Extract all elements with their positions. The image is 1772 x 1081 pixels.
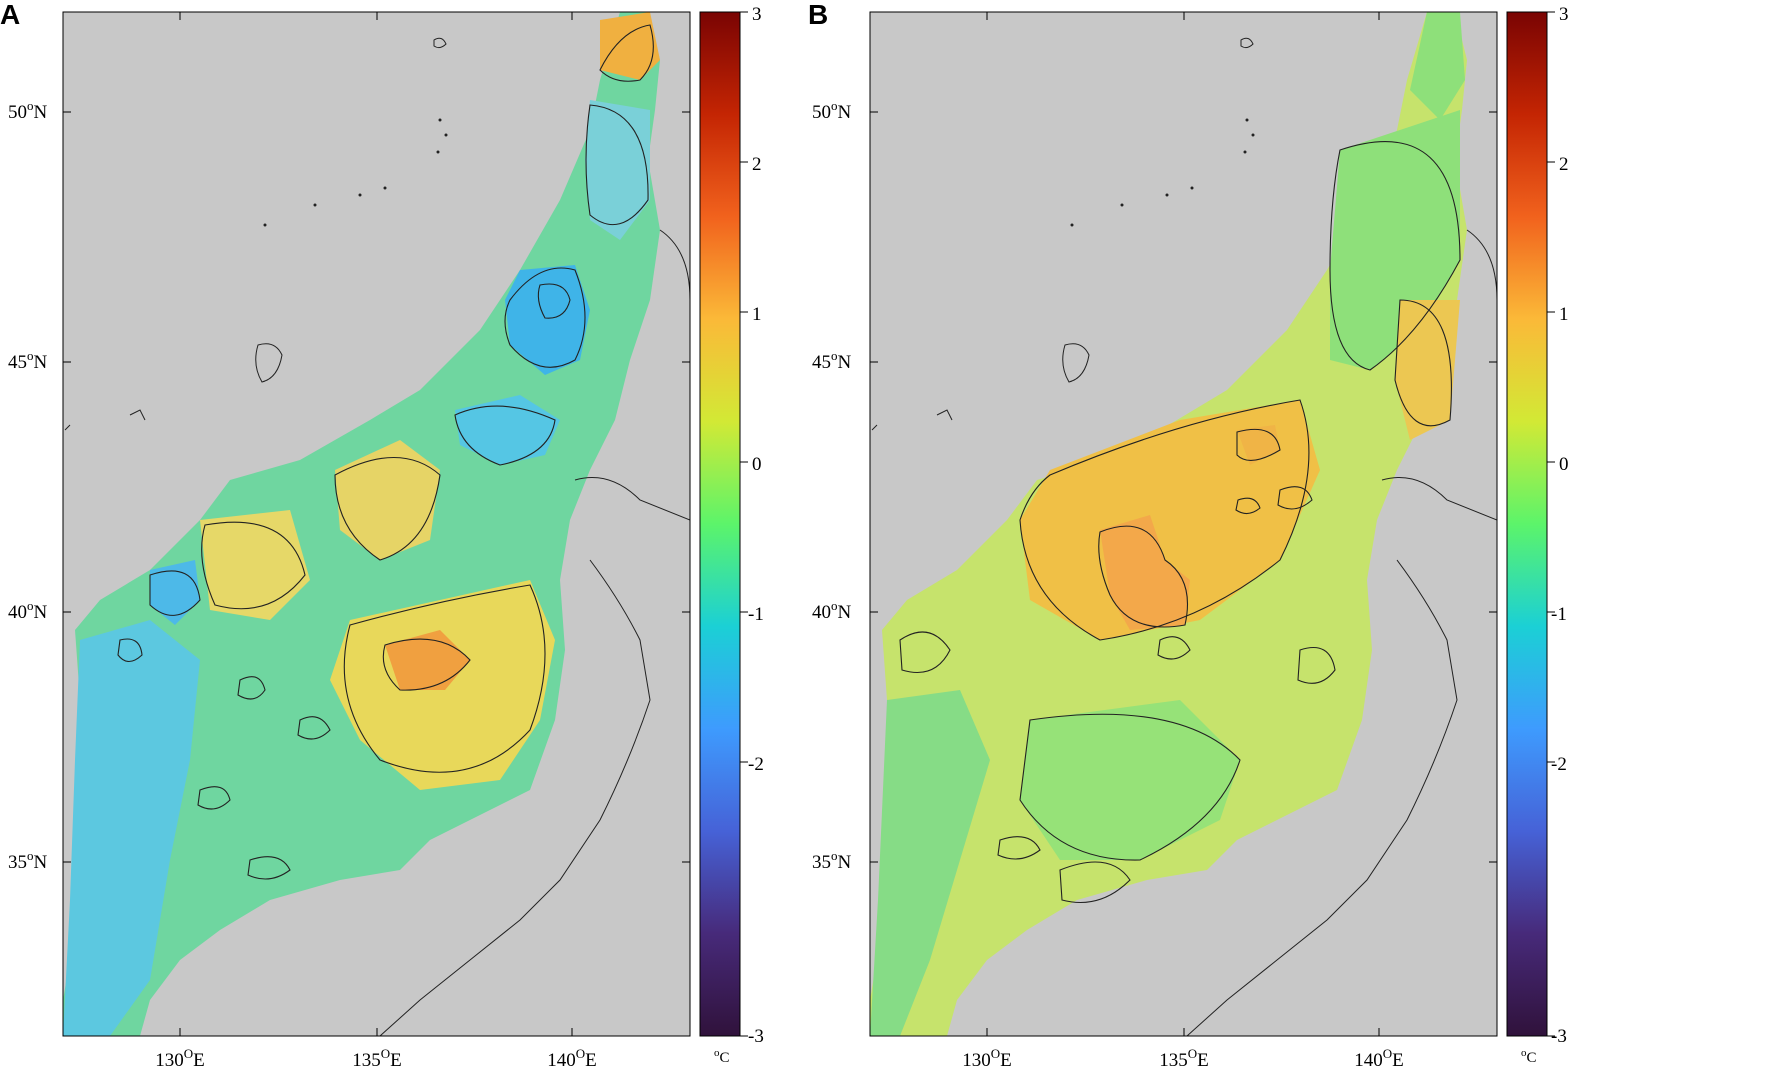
lon-label: 140OE <box>1354 1046 1404 1071</box>
lat-label: 50oN <box>812 98 852 123</box>
ticks-a <box>63 12 690 1036</box>
lat-label: 35oN <box>8 848 48 873</box>
islands-b <box>1070 118 1255 227</box>
colorbar-tick: -1 <box>1551 604 1567 625</box>
islands-a <box>263 118 448 227</box>
colorbar-b-gradient <box>1506 11 1548 1037</box>
ticks-b <box>870 12 1497 1036</box>
warm-patch-b4 <box>1395 300 1460 440</box>
colorbar-b: 3 2 1 0 -1 -2 -3 oC <box>1506 4 1569 1066</box>
green-patch-b2 <box>870 690 990 1036</box>
cold-patch-a5 <box>585 100 650 240</box>
colorbar-a-gradient <box>699 11 741 1037</box>
colorbar-a: 3 2 1 0 -1 -2 -3 oC <box>699 4 764 1066</box>
lat-labels-b: 50oN 45oN 40oN 35oN <box>812 98 852 873</box>
contours-b <box>899 141 1461 904</box>
colorbar-tick: 2 <box>1559 154 1569 175</box>
lon-label: 140OE <box>547 1046 597 1071</box>
contours-a <box>117 24 654 880</box>
map-a <box>63 12 690 1036</box>
colorbar-tick: 1 <box>1559 304 1569 325</box>
map-b <box>870 12 1497 1036</box>
colorbar-tick: 2 <box>752 154 762 175</box>
lon-labels-a: 130OE 135OE 140OE <box>155 1046 597 1071</box>
lon-labels-b: 130OE 135OE 140OE <box>962 1046 1404 1071</box>
colorbar-unit: oC <box>714 1047 730 1066</box>
colorbar-tick: 0 <box>1559 454 1569 475</box>
lat-label: 50oN <box>8 98 48 123</box>
green-patch-b4 <box>1410 12 1465 120</box>
colorbar-tick: 3 <box>1559 4 1569 25</box>
lat-label: 40oN <box>812 598 852 623</box>
warm-patch-a4 <box>600 12 660 80</box>
cold-patch-a2 <box>455 395 560 465</box>
panel-a-letter: A <box>0 0 20 30</box>
colorbar-unit: oC <box>1521 1047 1537 1066</box>
colorbar-tick: 1 <box>752 304 762 325</box>
lon-label: 135OE <box>1159 1046 1209 1071</box>
lon-label: 130OE <box>962 1046 1012 1071</box>
lon-label: 135OE <box>352 1046 402 1071</box>
coastline-a <box>64 37 690 1036</box>
cold-patch-a4 <box>150 560 200 625</box>
colorbar-tick: 3 <box>752 4 762 25</box>
colorbar-tick: 0 <box>752 454 762 475</box>
panel-a: A <box>0 0 764 1071</box>
lat-label: 45oN <box>812 348 852 373</box>
panel-b-letter: B <box>808 0 828 30</box>
lon-label: 130OE <box>155 1046 205 1071</box>
lat-label: 40oN <box>8 598 48 623</box>
panel-b: B <box>808 0 1569 1071</box>
colorbar-tick: -1 <box>748 604 764 625</box>
warm-patch-b3 <box>1237 425 1280 465</box>
colorbar-tick: -3 <box>1551 1026 1567 1047</box>
colorbar-tick: -3 <box>748 1026 764 1047</box>
cold-patch-a3 <box>63 620 200 1036</box>
lat-label: 35oN <box>812 848 852 873</box>
green-patch-b3 <box>1020 700 1240 860</box>
cold-patch-a1 <box>505 265 590 375</box>
warm-patch-a5 <box>200 510 310 620</box>
warm-patch-b2 <box>1100 515 1190 630</box>
colorbar-tick: -2 <box>1551 754 1567 775</box>
warm-patch-a3 <box>335 440 440 560</box>
lat-labels-a: 50oN 45oN 40oN 35oN <box>8 98 48 873</box>
colorbar-tick: -2 <box>748 754 764 775</box>
lat-label: 45oN <box>8 348 48 373</box>
